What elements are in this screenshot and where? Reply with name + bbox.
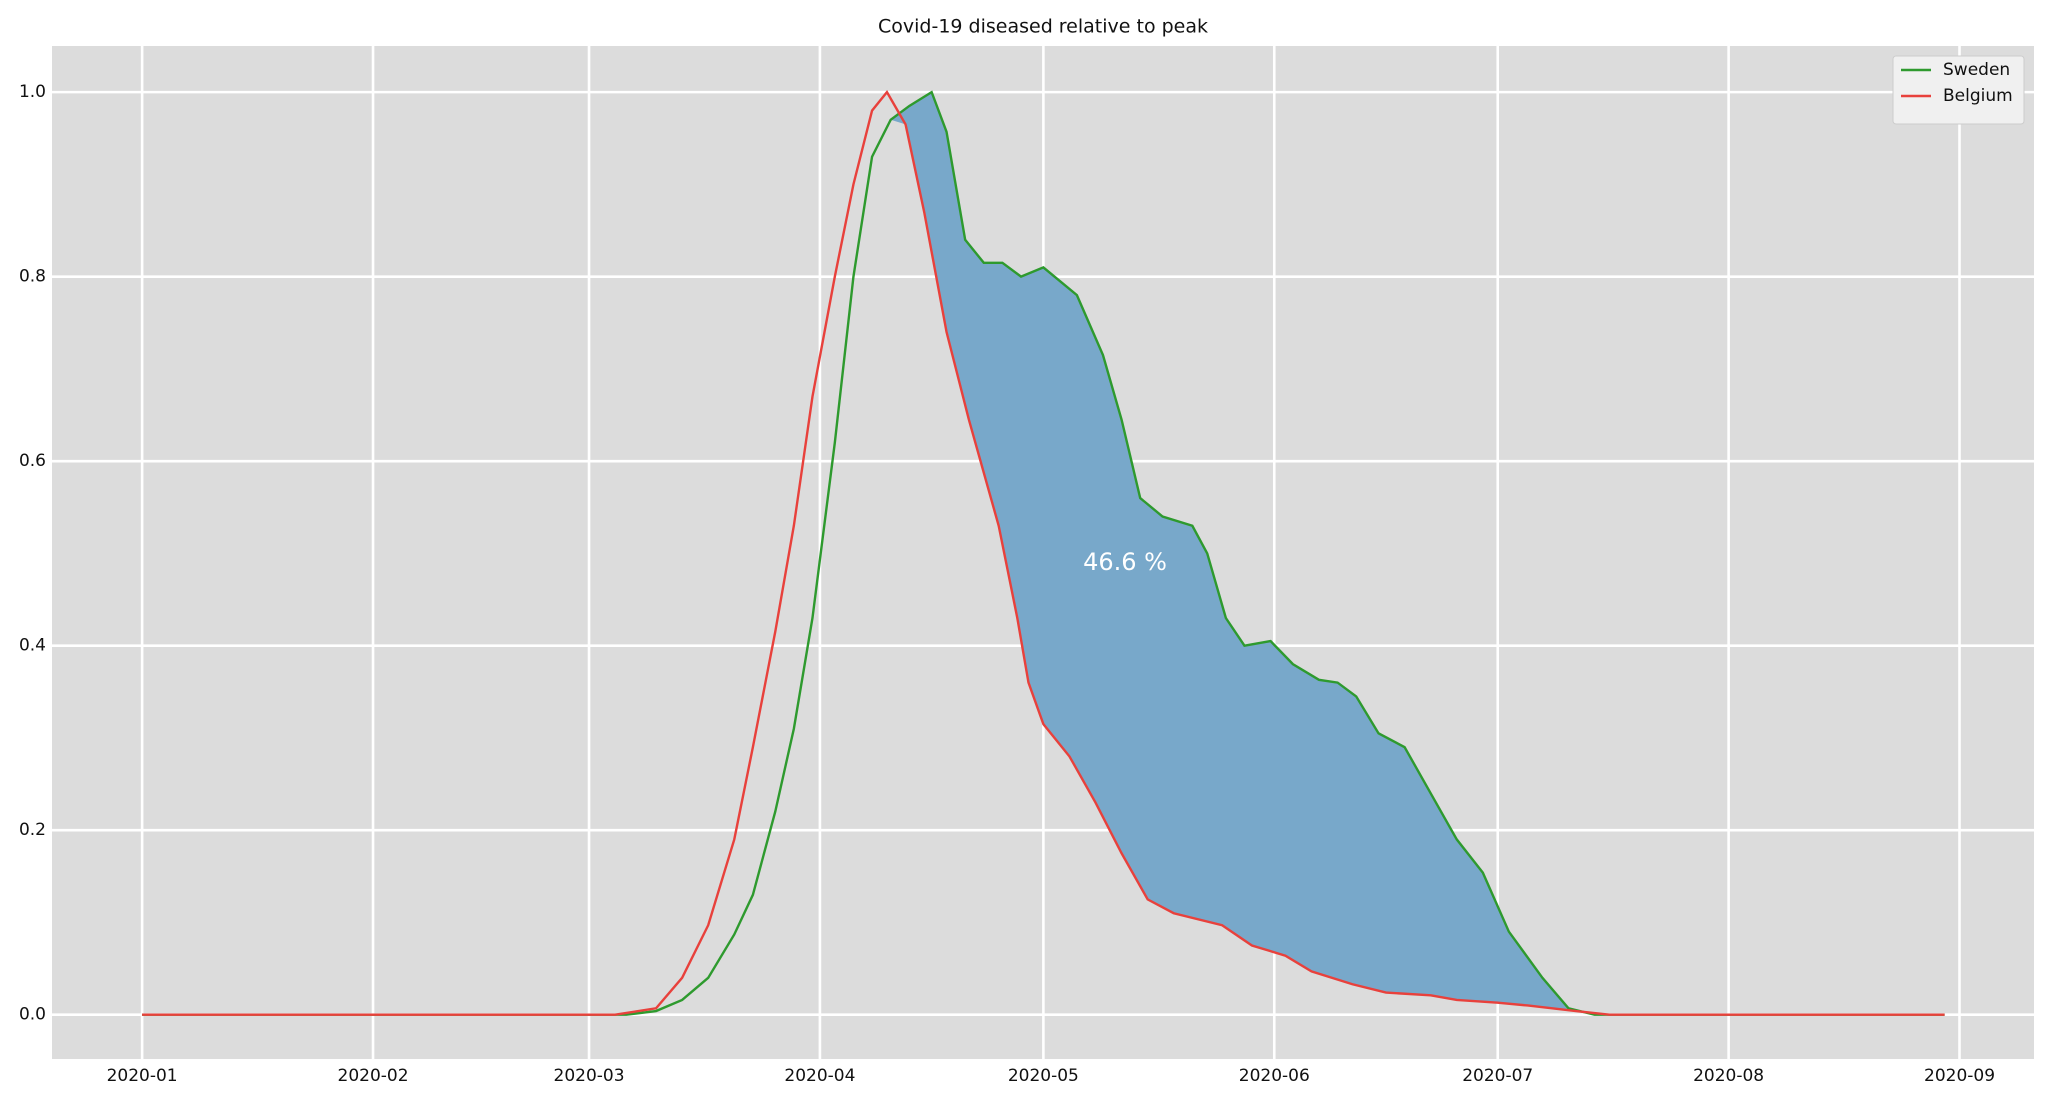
x-tick-label: 2020-06 (1239, 1066, 1310, 1086)
fill-between (142, 92, 1945, 1015)
y-tick-label: 0.6 (19, 451, 46, 471)
y-tick-label: 0.2 (19, 820, 46, 840)
legend-label: Sweden (1943, 60, 2010, 80)
x-tick-label: 2020-03 (554, 1066, 625, 1086)
legend-label: Belgium (1943, 86, 2013, 106)
x-tick-label: 2020-04 (784, 1066, 855, 1086)
x-tick-label: 2020-05 (1008, 1066, 1079, 1086)
x-tick-label: 2020-01 (107, 1066, 178, 1086)
x-tick-label: 2020-08 (1693, 1066, 1764, 1086)
y-tick-label: 0.8 (19, 267, 46, 287)
y-tick-label: 0.0 (19, 1005, 46, 1025)
legend-box (1892, 55, 2025, 125)
x-tick-label: 2020-02 (338, 1066, 409, 1086)
x-tick-label: 2020-07 (1462, 1066, 1533, 1086)
annotation: 46.6 % (1083, 548, 1167, 576)
line (142, 90, 1945, 1016)
line (142, 90, 1945, 1016)
x-tick-label: 2020-09 (1924, 1066, 1995, 1086)
y-tick-label: 1.0 (19, 82, 46, 102)
legend: Sweden Belgium (1892, 55, 2025, 125)
chart-title: Covid-19 diseased relative to peak (878, 16, 1208, 38)
y-tick-label: 0.4 (19, 636, 46, 656)
